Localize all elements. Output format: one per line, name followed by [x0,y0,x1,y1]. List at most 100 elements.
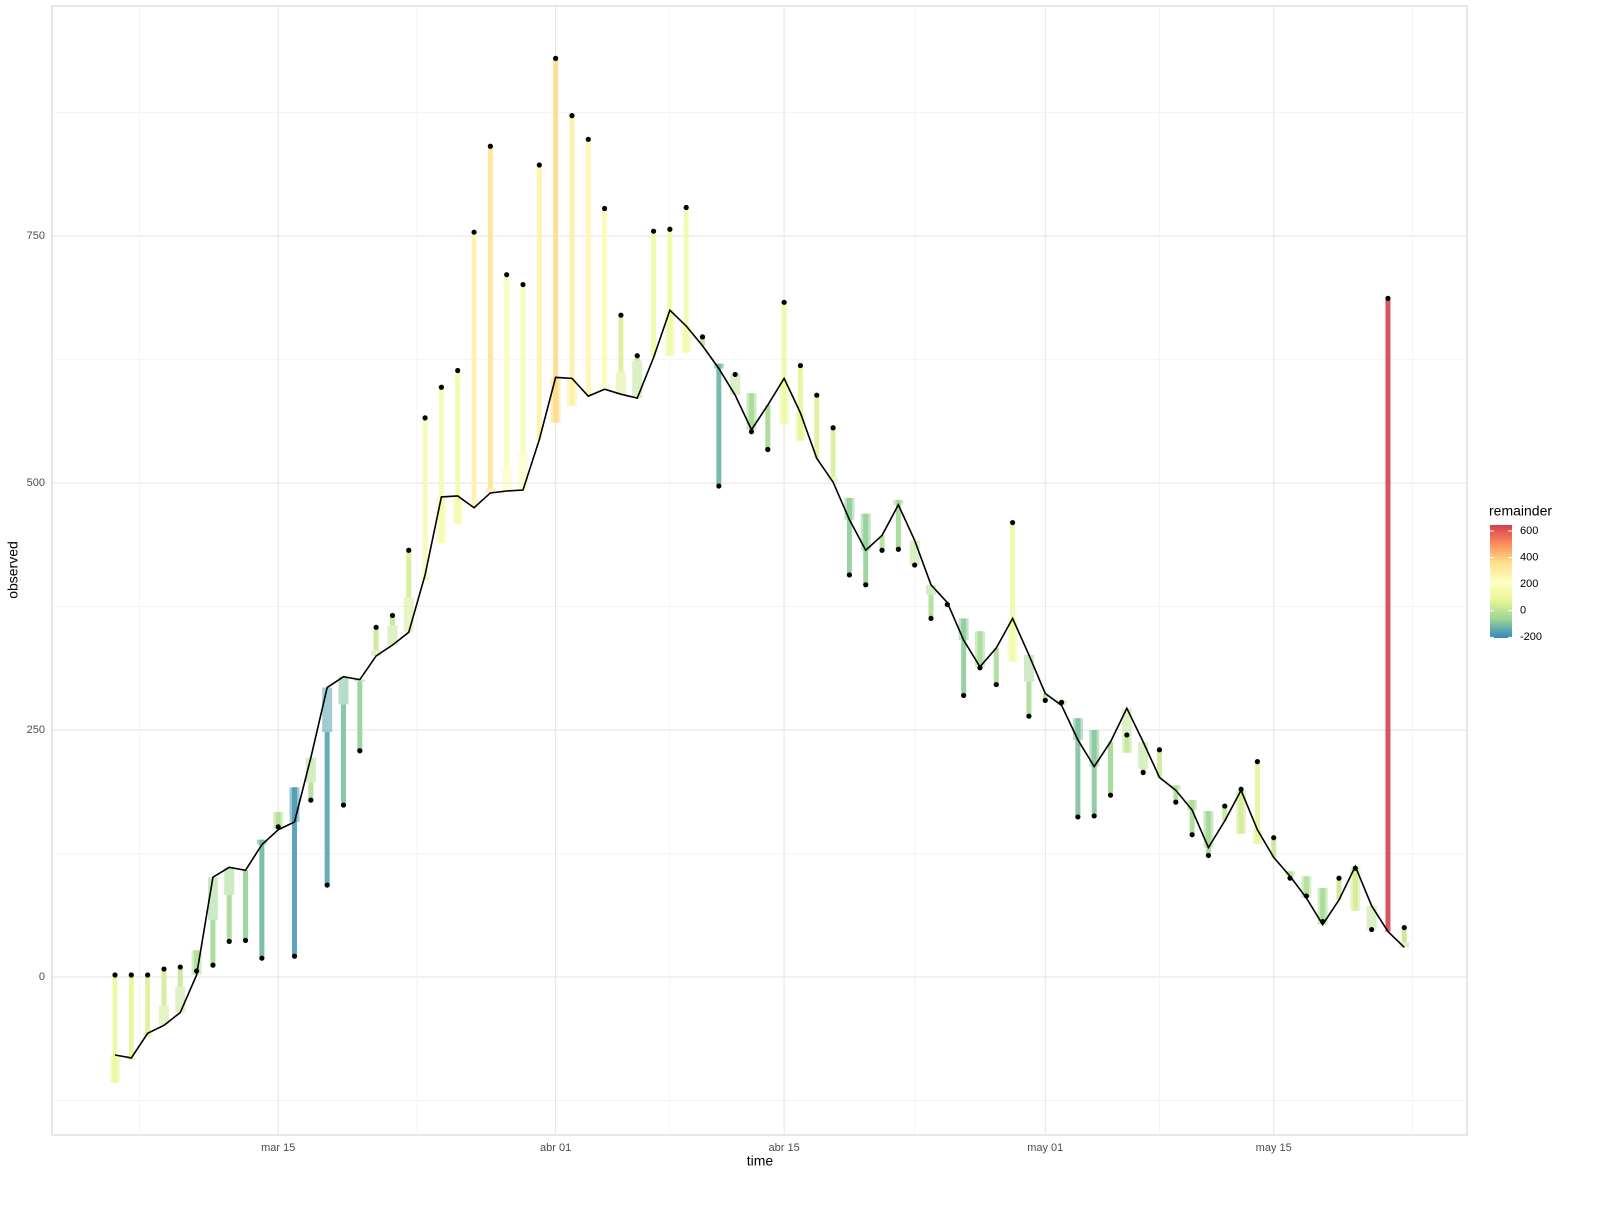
observed-point [210,962,216,968]
remainder-bar [781,302,787,424]
remainder-bar [1401,927,1407,943]
remainder-bar [422,417,428,580]
remainder-bar [1108,741,1114,796]
remainder-bar [438,387,444,544]
observed-point [1303,893,1309,899]
remainder-bar [585,139,591,397]
observed-point [650,228,657,234]
season-bar [403,597,414,633]
observed-point [275,824,281,830]
observed-point [128,972,134,978]
observed-point [504,272,510,278]
remainder-bar [1222,806,1228,821]
observed-point [569,113,575,119]
remainder-bar [471,232,477,508]
season-bar [224,867,235,895]
remainder-bar [161,969,167,1006]
season-bar [615,372,626,395]
observed-point [1254,759,1260,765]
observed-point [748,429,755,435]
observed-point [455,367,461,374]
y-tick-label: 250 [27,724,45,736]
observed-point [226,938,232,945]
x-axis-title: time [747,1153,774,1169]
remainder-bar [1124,734,1130,753]
colorbar-label: 600 [1520,525,1538,537]
observed-point [422,415,428,421]
observed-point [1156,747,1163,753]
observed-point [536,162,542,168]
observed-point [585,136,591,142]
remainder-bar [1189,800,1195,835]
observed-point [879,547,885,553]
colorbar-label: 400 [1520,551,1538,563]
remainder-bar [1042,693,1048,701]
observed-point [1369,926,1375,933]
observed-point [732,371,738,378]
observed-point [324,882,330,888]
remainder-bar [487,146,493,489]
observed-point [765,446,771,453]
observed-point [242,937,249,944]
observed-point [814,392,820,398]
observed-point [797,362,804,369]
observed-point [961,692,967,699]
y-tick-label: 0 [39,971,45,983]
legend-title: remainder [1489,503,1552,519]
y-tick-label: 500 [27,477,45,489]
panel [51,5,1468,1136]
remainder-bar [651,231,657,358]
remainder-bar [520,284,526,454]
observed-point [683,204,689,211]
season-bar [158,1005,169,1026]
observed-point [177,964,183,970]
observed-point [912,562,918,568]
remainder-bar [716,363,722,487]
observed-point [1058,699,1065,705]
remainder-bar [194,950,200,972]
remainder-bar [324,731,330,886]
observed-point [194,968,200,974]
x-tick-label: abr 01 [540,1142,571,1154]
remainder-bar [226,894,232,942]
season-bar [322,687,333,732]
remainder-bar [1010,522,1016,662]
remainder-bar [765,405,771,450]
remainder-bar [145,974,151,1037]
y-axis-title: observed [5,541,21,599]
season-bar [207,877,218,920]
remainder-bar [1091,730,1097,816]
remainder-bar [683,207,689,353]
remainder-bar [667,229,673,356]
observed-point [112,972,118,978]
remainder-bar [1271,837,1277,858]
observed-point [1238,786,1244,792]
observed-point [699,334,706,340]
observed-point [895,546,901,552]
remainder-bar [814,395,820,459]
remainder-bar [1254,761,1260,844]
observed-point [553,55,559,61]
remainder-bar [1303,876,1309,896]
observed-point [1124,732,1130,738]
observed-point [487,143,493,149]
remainder-bar [1385,298,1391,932]
season-bar [599,384,610,390]
remainder-bar [1075,718,1081,817]
remainder-bar [308,782,314,801]
remainder-bar [1287,871,1293,879]
observed-point [520,281,526,288]
remainder-bar [210,919,216,966]
observed-point [1320,919,1326,925]
x-tick-label: may 15 [1256,1142,1292,1154]
colorbar-label: 0 [1520,605,1526,617]
observed-point [1173,799,1179,805]
remainder-bar [553,58,559,423]
x-tick-label: abr 15 [769,1142,800,1154]
remainder-bar [700,336,706,346]
observed-point [928,615,934,622]
observed-point [1401,924,1407,931]
remainder-bar [373,627,379,651]
remainder-bar [1173,785,1179,803]
observed-point [1287,875,1293,881]
